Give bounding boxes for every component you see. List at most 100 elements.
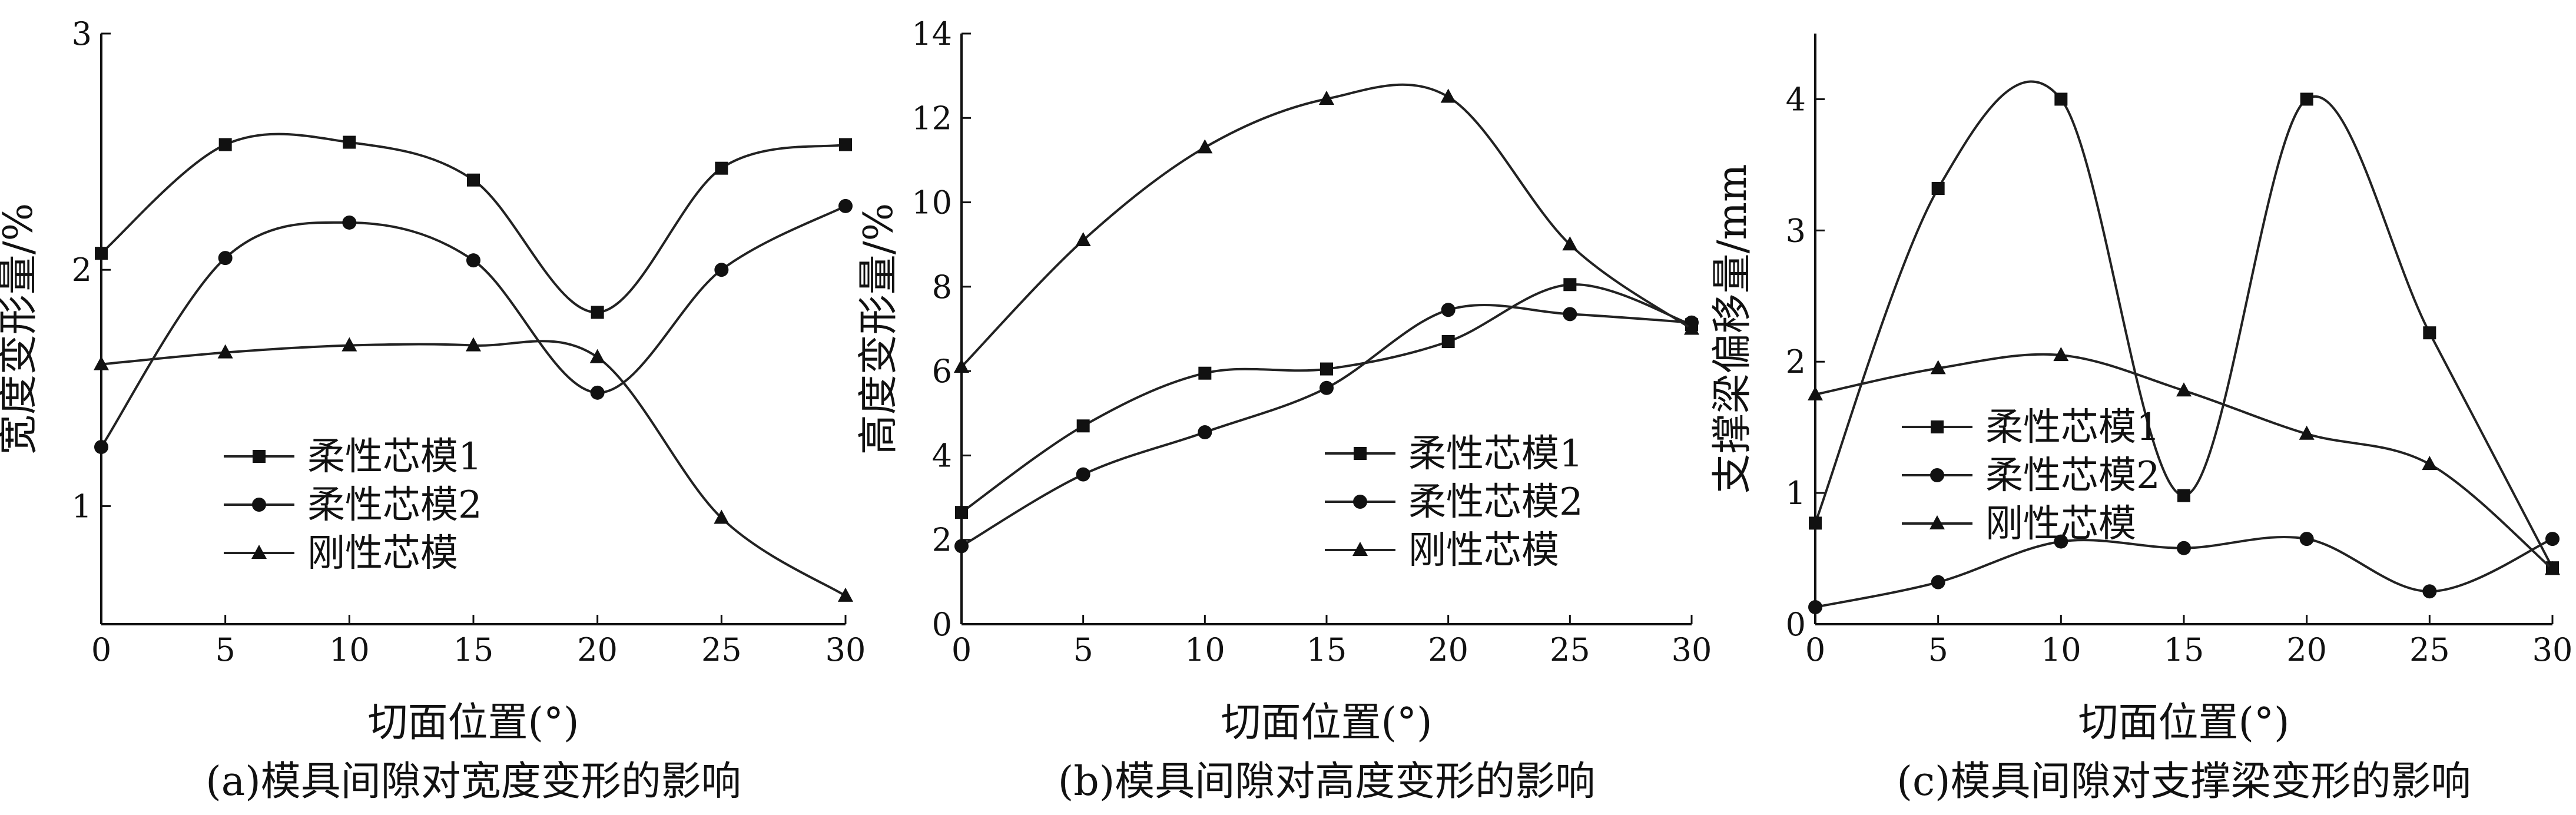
data-point-circle xyxy=(466,253,480,268)
data-point-circle xyxy=(1563,307,1577,322)
y-tick-label: 12 xyxy=(911,100,952,137)
data-point-triangle xyxy=(1440,88,1456,103)
legend-marker-triangle xyxy=(1352,542,1368,556)
x-tick-label: 30 xyxy=(1672,631,1712,668)
data-point-triangle xyxy=(2545,561,2560,575)
data-point-triangle xyxy=(94,356,109,370)
data-point-square xyxy=(2177,489,2190,502)
data-point-square xyxy=(2054,92,2068,106)
x-tick-label: 0 xyxy=(91,631,111,668)
y-tick-label: 3 xyxy=(1786,212,1806,249)
data-point-square xyxy=(467,173,480,187)
data-point-circle xyxy=(954,539,969,554)
legend-marker-square xyxy=(1931,420,1944,433)
x-axis-label: 切面位置(°) xyxy=(1221,700,1432,746)
data-point-circle xyxy=(2299,532,2314,546)
x-tick-label: 25 xyxy=(1550,631,1590,668)
legend-label: 柔性芯模2 xyxy=(1408,481,1583,524)
data-point-triangle xyxy=(1930,360,1946,375)
y-tick-label: 0 xyxy=(932,606,952,643)
y-axis-label: 宽度变形量/% xyxy=(0,203,42,455)
data-point-circle xyxy=(590,385,605,400)
y-tick-label: 2 xyxy=(1786,343,1806,380)
data-point-triangle xyxy=(342,337,357,352)
legend: 柔性芯模1 柔性芯模2 刚性芯模 xyxy=(1325,432,1583,572)
x-tick-label: 30 xyxy=(2532,631,2573,668)
data-point-circle xyxy=(2054,534,2068,549)
data-point-triangle xyxy=(589,349,605,363)
panel-caption: (a)模具间隙对宽度变形的影响 xyxy=(205,758,741,805)
legend-label: 柔性芯模1 xyxy=(1985,406,2160,449)
data-point-triangle xyxy=(466,337,481,352)
x-axis-label: 切面位置(°) xyxy=(2078,700,2289,746)
data-point-triangle xyxy=(1684,320,1699,335)
data-point-circle xyxy=(1931,575,1945,589)
x-axis-label: 切面位置(°) xyxy=(367,700,579,746)
y-tick-label: 4 xyxy=(932,437,952,474)
data-point-square xyxy=(343,135,356,149)
data-point-circle xyxy=(2177,541,2191,555)
y-tick-label: 1 xyxy=(72,488,92,525)
x-tick-label: 30 xyxy=(825,631,866,668)
x-tick-label: 20 xyxy=(1428,631,1468,668)
data-point-triangle xyxy=(1319,91,1334,105)
legend-label: 柔性芯模1 xyxy=(1408,432,1583,476)
y-tick-label: 2 xyxy=(932,522,952,559)
data-point-triangle xyxy=(838,587,853,602)
data-point-triangle xyxy=(2422,456,2438,471)
y-axis-label: 高度变形量/% xyxy=(856,203,902,455)
panel-caption: (b)模具间隙对高度变形的影响 xyxy=(1058,758,1596,805)
y-tick-label: 10 xyxy=(911,184,952,221)
data-point-triangle xyxy=(714,509,730,524)
data-point-triangle xyxy=(954,358,969,373)
data-point-square xyxy=(1563,278,1577,291)
legend-marker-square xyxy=(253,450,266,463)
data-point-triangle xyxy=(217,344,233,359)
panel-caption: (c)模具间隙对支撑梁变形的影响 xyxy=(1897,758,2471,805)
data-point-square xyxy=(1931,182,1945,196)
data-point-square xyxy=(2300,92,2313,106)
y-tick-label: 3 xyxy=(72,15,92,52)
data-point-triangle xyxy=(1197,139,1213,154)
y-tick-label: 14 xyxy=(911,15,952,52)
x-tick-label: 25 xyxy=(701,631,742,668)
x-tick-label: 15 xyxy=(1307,631,1347,668)
data-point-triangle xyxy=(1808,386,1823,400)
y-tick-label: 2 xyxy=(72,251,92,289)
data-point-circle xyxy=(2422,584,2437,599)
legend-marker-triangle xyxy=(1929,515,1945,529)
data-point-square xyxy=(591,306,604,319)
y-axis-label: 支撑梁偏移量/mm xyxy=(1709,164,1756,494)
x-tick-label: 5 xyxy=(1073,631,1093,668)
x-tick-label: 10 xyxy=(2041,631,2081,668)
x-tick-label: 15 xyxy=(2164,631,2204,668)
data-point-square xyxy=(715,161,728,175)
legend-marker-circle xyxy=(252,498,266,512)
data-point-square xyxy=(1320,362,1333,376)
legend-marker-square xyxy=(1354,447,1367,460)
data-point-triangle xyxy=(2299,425,2315,440)
legend-label: 刚性芯模 xyxy=(1985,502,2136,546)
y-tick-label: 6 xyxy=(932,353,952,390)
data-point-circle xyxy=(94,440,108,455)
data-point-circle xyxy=(342,215,357,230)
legend-label: 刚性芯模 xyxy=(1408,529,1559,572)
data-point-circle xyxy=(1808,600,1822,615)
y-tick-label: 0 xyxy=(1786,606,1806,643)
legend-marker-circle xyxy=(1930,468,1944,482)
data-point-circle xyxy=(838,198,853,213)
legend-label: 柔性芯模1 xyxy=(307,435,482,479)
legend-marker-circle xyxy=(1353,495,1367,509)
data-point-circle xyxy=(2545,532,2560,546)
data-point-square xyxy=(218,138,232,151)
series-line-0 xyxy=(960,283,1692,513)
data-point-square xyxy=(1198,366,1212,380)
data-point-square xyxy=(839,138,852,151)
legend-label: 刚性芯模 xyxy=(307,532,458,575)
x-tick-label: 10 xyxy=(1185,631,1225,668)
